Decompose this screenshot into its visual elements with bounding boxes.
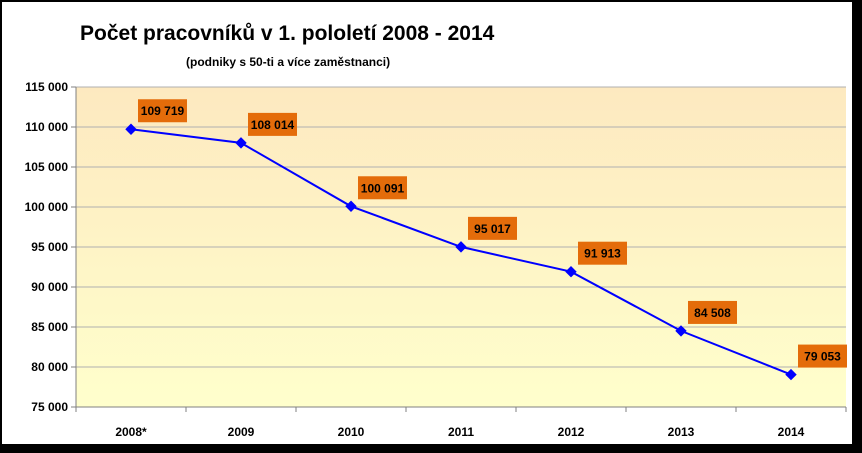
data-label: 108 014 [251,118,295,132]
data-point-marker [675,325,687,337]
data-label: 84 508 [694,306,731,320]
data-point-marker [565,265,577,278]
data-labels: 109 719 108 014 100 091 95 017 91 913 84 508 7… [138,99,847,368]
chart-frame: Počet pracovníků v 1. pololetí 2008 - 20… [2,2,852,444]
x-tick-label: 2008* [115,425,147,439]
y-tick-label: 115 000 [25,80,68,94]
x-tick-label: 2009 [228,425,255,439]
y-tick-label: 90 000 [31,280,68,294]
data-label-box [688,300,737,324]
data-point-marker [345,200,357,212]
data-label-box [798,344,847,368]
x-tick-label: 2011 [448,425,474,439]
data-label-box [468,216,517,240]
data-label: 109 719 [141,104,185,118]
y-tick-label: 110 000 [25,120,68,134]
y-tick-label: 85 000 [31,320,68,334]
chart-title: Počet pracovníků v 1. pololetí 2008 - 20… [80,22,495,45]
data-label-box [138,99,187,123]
data-label: 95 017 [474,222,511,236]
x-tick-label: 2013 [668,425,695,439]
y-tick-label: 80 000 [31,360,68,374]
chart-subtitle: (podniky s 50-ti a více zaměstnanci) [186,55,390,69]
x-axis-tick-labels: 2008* 2009 2010 2011 2012 2013 2014 [115,425,804,439]
y-axis-tick-labels: 75 000 80 000 85 000 90 000 95 000 100 000 105… [25,80,69,414]
x-tick-label: 2010 [338,425,365,439]
y-tick-label: 75 000 [31,400,68,414]
data-label-box [358,176,407,200]
data-point-marker [235,137,247,149]
data-label: 79 053 [804,350,841,364]
line-chart: Počet pracovníků v 1. pololetí 2008 - 20… [25,22,847,439]
x-tick-label: 2014 [778,425,805,439]
gridlines [76,86,846,368]
data-point-marker [125,123,137,135]
data-point-marker [785,368,797,381]
y-tick-label: 100 000 [25,200,69,214]
data-label: 91 913 [584,247,621,261]
data-label-box [248,112,297,136]
series-line [125,123,797,381]
axes [71,86,847,412]
data-label-box [578,241,627,265]
data-label: 100 091 [361,181,405,195]
data-point-marker [455,241,467,253]
x-tick-label: 2012 [558,425,585,439]
y-tick-label: 95 000 [31,240,68,254]
y-tick-label: 105 000 [25,160,69,174]
